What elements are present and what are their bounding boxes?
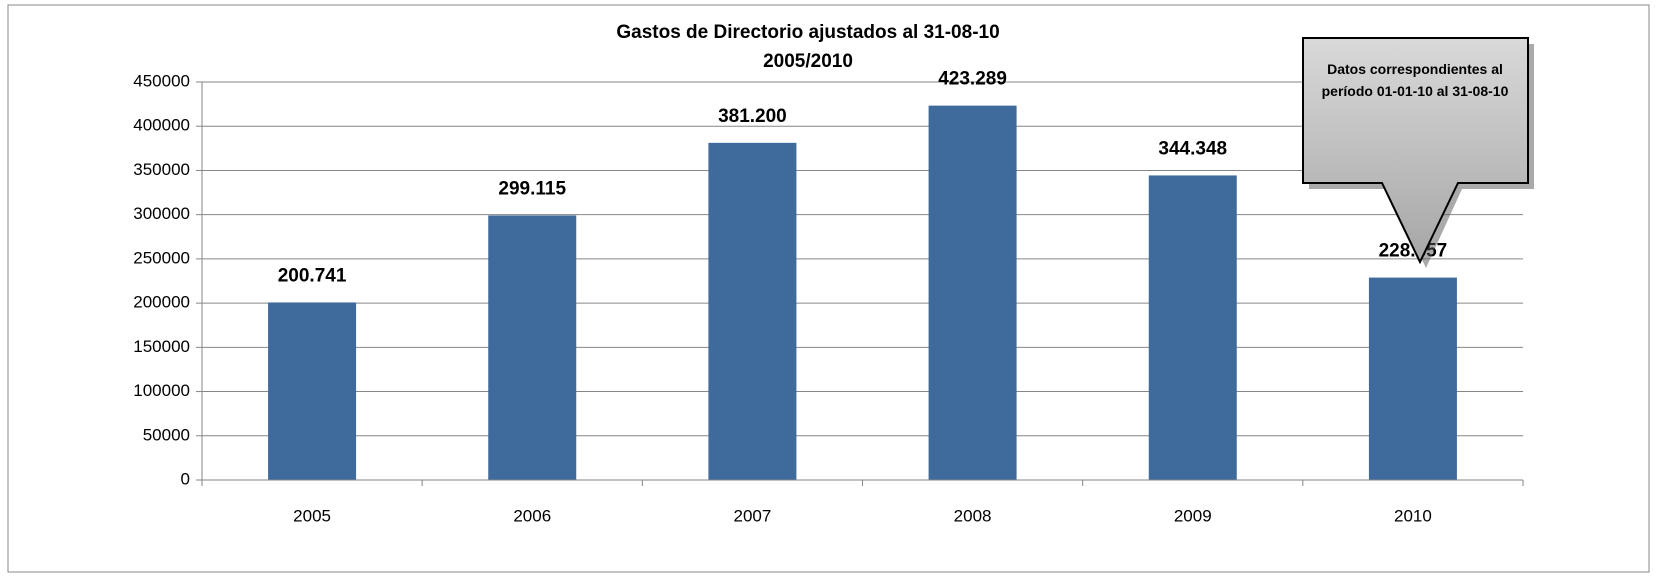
y-tick-label: 250000 [133, 248, 190, 267]
bar [488, 215, 577, 480]
y-tick-label: 400000 [133, 116, 190, 135]
bar [928, 105, 1017, 481]
callout [1302, 37, 1529, 265]
data-label: 344.348 [1158, 138, 1227, 159]
bar [268, 302, 357, 480]
chart-subtitle: 2005/2010 [763, 51, 853, 72]
callout-text: Datos correspondientes al período 01-01-… [1321, 61, 1509, 99]
x-tick-label: 2009 [1174, 506, 1212, 525]
data-label: 381.200 [718, 106, 787, 127]
x-tick-label: 2006 [513, 506, 551, 525]
data-label: 423.289 [938, 69, 1007, 90]
y-tick-label: 450000 [133, 71, 190, 90]
plot: 0 50000 100000 150000 200000 250000 300000 3500… [133, 69, 1524, 525]
x-tick-label: 2010 [1394, 506, 1432, 525]
y-tick-label: 50000 [143, 425, 190, 444]
x-tick-label: 2005 [293, 506, 331, 525]
data-label: 299.115 [498, 178, 566, 199]
y-tick-label: 0 [181, 469, 190, 488]
y-tick-label: 300000 [133, 204, 190, 223]
y-tick-label: 200000 [133, 293, 190, 312]
bar [708, 142, 797, 480]
chart-title: Gastos de Directorio ajustados al 31-08-… [616, 22, 999, 43]
y-tick-label: 100000 [133, 381, 190, 400]
bar [1148, 175, 1237, 480]
bar [1368, 277, 1457, 480]
x-tick-label: 2007 [734, 506, 772, 525]
x-tick-label: 2008 [954, 506, 992, 525]
y-tick-label: 350000 [133, 160, 190, 179]
data-label: 200.741 [278, 265, 347, 286]
y-tick-label: 150000 [133, 337, 190, 356]
